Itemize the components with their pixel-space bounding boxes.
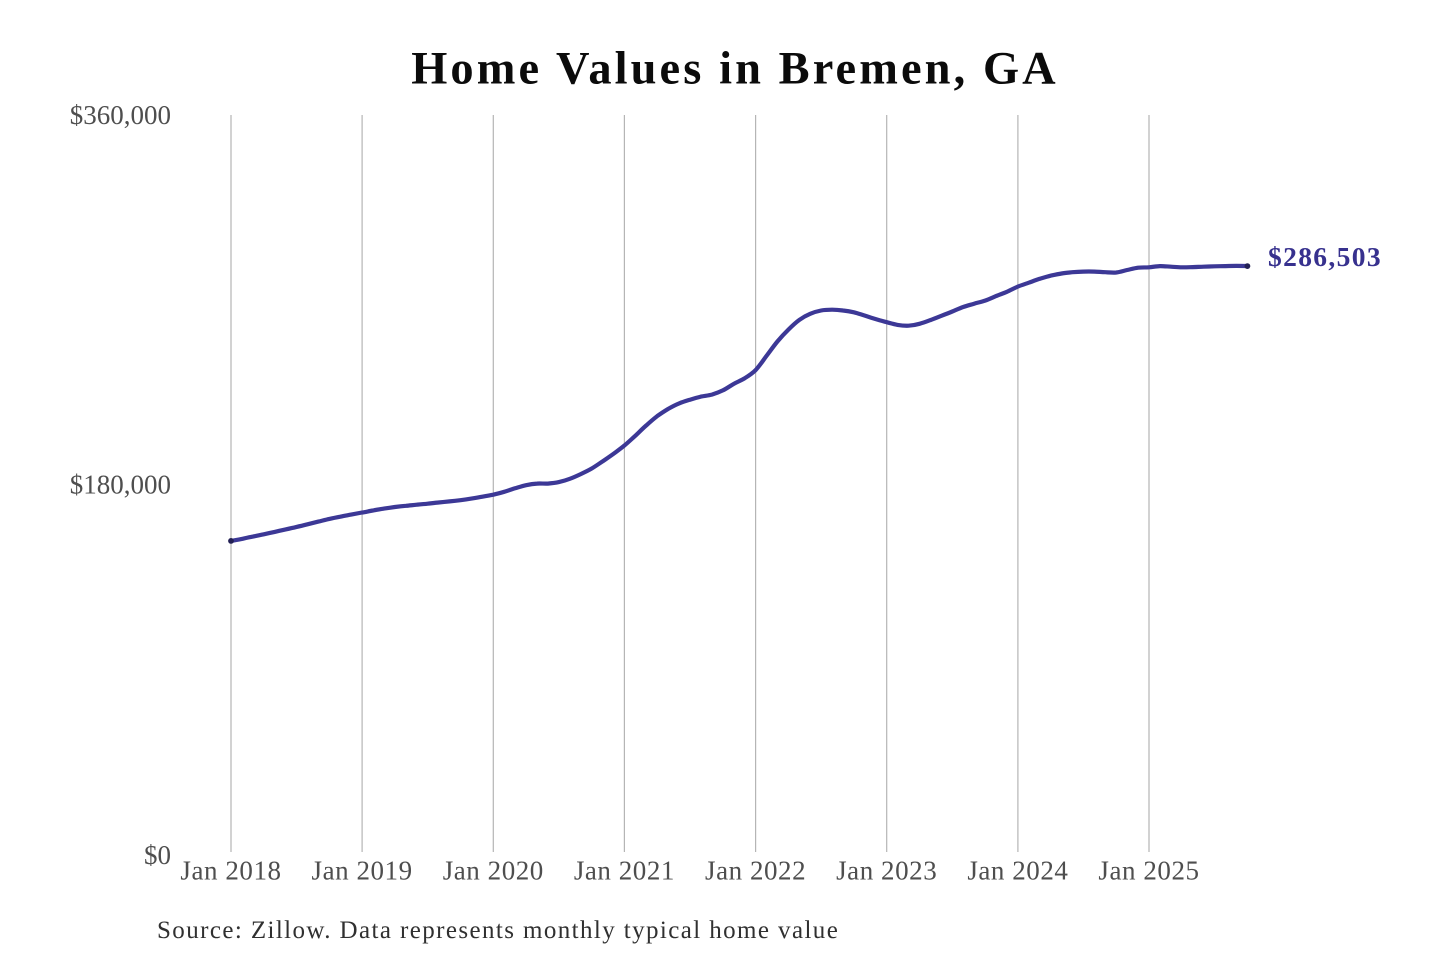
svg-text:Source: Zillow. Data represent: Source: Zillow. Data represents monthly … (157, 917, 839, 944)
svg-text:Jan 2024: Jan 2024 (967, 855, 1068, 885)
svg-text:Jan 2021: Jan 2021 (574, 855, 675, 885)
svg-text:$180,000: $180,000 (70, 470, 171, 500)
svg-text:Jan 2018: Jan 2018 (180, 855, 281, 885)
svg-text:Home Values in Bremen, GA: Home Values in Bremen, GA (411, 44, 1059, 95)
svg-text:$0: $0 (144, 840, 171, 870)
svg-text:$360,000: $360,000 (70, 100, 171, 130)
svg-text:Jan 2022: Jan 2022 (705, 855, 806, 885)
svg-text:Jan 2025: Jan 2025 (1098, 855, 1199, 885)
svg-text:Jan 2020: Jan 2020 (443, 855, 544, 885)
svg-text:Jan 2023: Jan 2023 (836, 855, 937, 885)
svg-text:Jan 2019: Jan 2019 (312, 855, 413, 885)
svg-text:$286,503: $286,503 (1268, 241, 1382, 272)
